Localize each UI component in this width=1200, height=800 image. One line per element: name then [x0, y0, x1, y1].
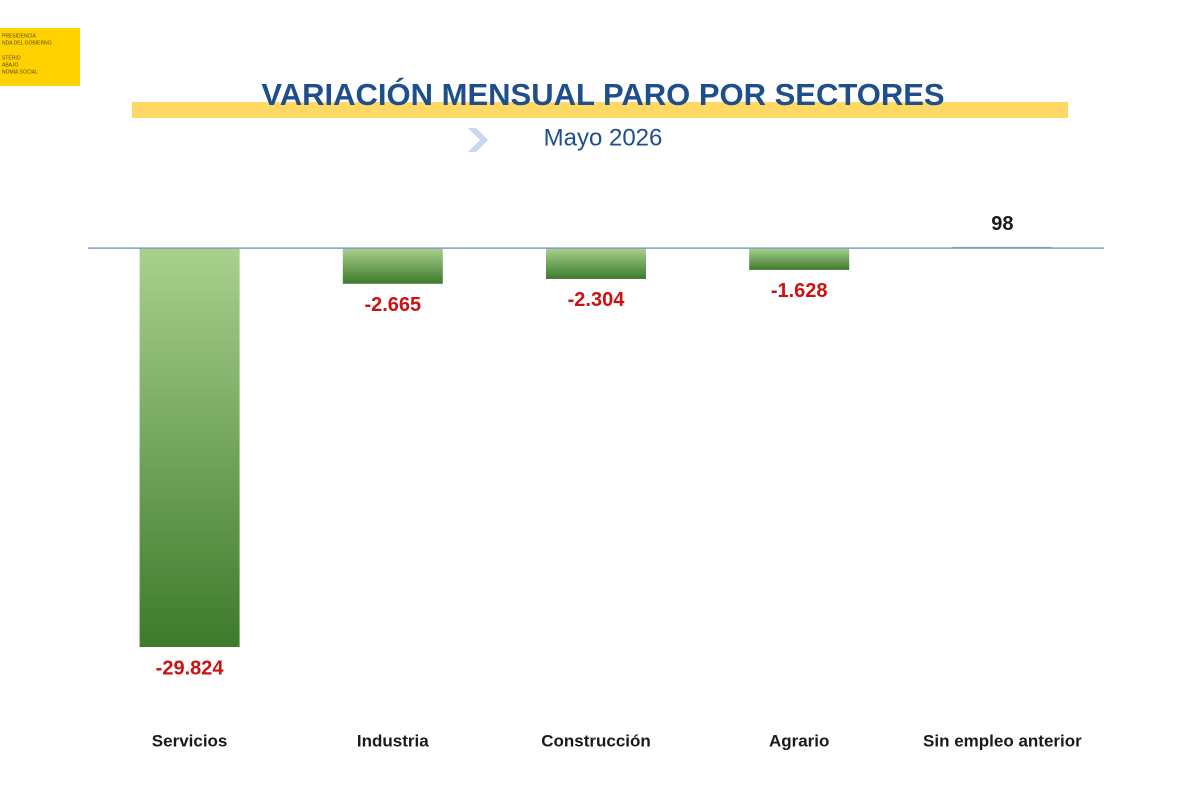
bar	[546, 248, 646, 279]
bar	[139, 248, 240, 648]
chart-subtitle: Mayo 2026	[544, 124, 663, 151]
x-tick-label: Agrario	[769, 731, 829, 750]
chart-title: VARIACIÓN MENSUAL PARO POR SECTORES	[261, 76, 944, 112]
logo-text: ABAJO	[2, 62, 19, 68]
logo-text: PRESIDENCIA	[2, 33, 37, 39]
logo-text: NDA DEL GOBIERNO	[2, 40, 52, 46]
chevron-icon	[468, 128, 488, 152]
logo-text: NOMÍA SOCIAL	[2, 68, 38, 75]
title-band	[132, 102, 1068, 118]
data-label: -29.824	[156, 657, 225, 679]
bar	[342, 248, 443, 284]
x-tick-label: Sin empleo anterior	[923, 731, 1082, 750]
x-tick-label: Construcción	[541, 731, 651, 750]
x-tick-label: Servicios	[152, 731, 228, 750]
data-label: -2.665	[364, 294, 421, 316]
data-label: 98	[991, 213, 1013, 235]
logo-text: STERIO	[2, 55, 21, 61]
data-label: -2.304	[568, 289, 626, 311]
logo	[0, 28, 80, 86]
bar	[749, 248, 850, 270]
data-label: -1.628	[771, 280, 828, 302]
x-tick-label: Industria	[357, 731, 429, 750]
